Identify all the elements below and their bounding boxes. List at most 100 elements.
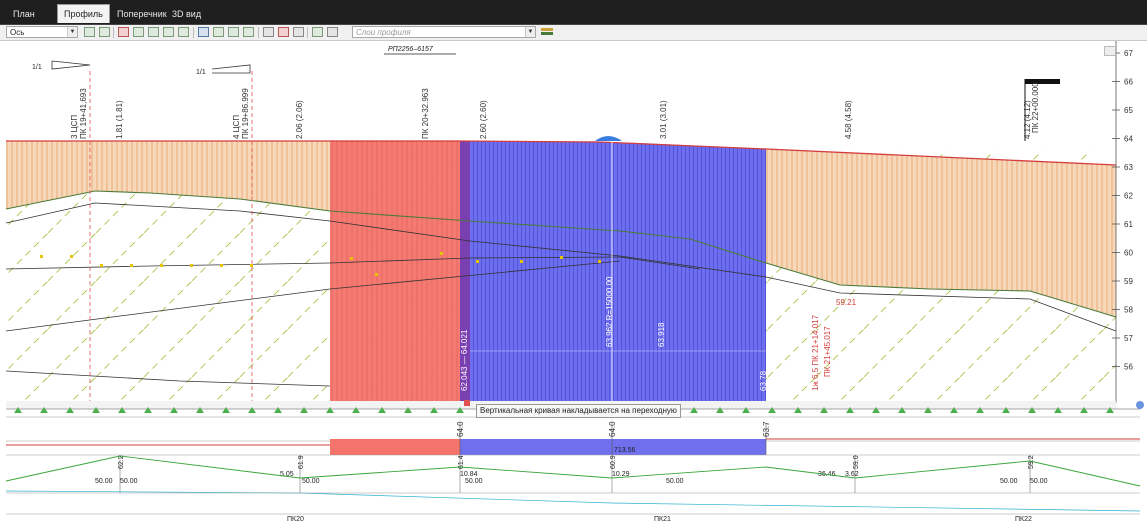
transition-marker [66, 407, 74, 413]
edit-grade-icon[interactable] [133, 27, 144, 37]
layer-boundary-4 [5, 370, 331, 387]
label-pk-3csp: ПК 19+41,693 [79, 88, 88, 139]
import-icon[interactable] [228, 27, 239, 37]
transition-marker [768, 407, 776, 413]
vertical-curve-icon[interactable] [148, 27, 159, 37]
vc-start-label: 62.043 — 64.021 [460, 329, 469, 391]
elevation-value: 59.2 [1028, 455, 1035, 469]
grade-line-icon[interactable] [163, 27, 174, 37]
transition-marker [1002, 407, 1010, 413]
elevation-tick-label: 57 [1124, 334, 1133, 343]
slope-zigzag [5, 455, 1141, 487]
elevation-tick-label: 61 [1124, 220, 1133, 229]
transition-marker [222, 407, 230, 413]
label-pk-22: ПК 22+00.000 [1031, 82, 1040, 133]
tab-3d-view[interactable]: 3D вид [172, 9, 202, 19]
depth-label-2: 2.06 (2.06) [295, 100, 304, 139]
elevation-value: 59.0 [853, 455, 860, 469]
embankment-fill-left [6, 141, 330, 211]
slope-value: 10.29 [612, 471, 630, 478]
transition-marker [1028, 407, 1036, 413]
toolbar-divider [258, 27, 259, 38]
transition-marker [300, 407, 308, 413]
label-3csp: 3 ЦСП [70, 115, 79, 139]
tab-plan[interactable]: План [13, 9, 35, 19]
profile-edit-icon[interactable] [178, 27, 189, 37]
transition-marker [430, 407, 438, 413]
axis-select[interactable]: Ось ▼ [6, 26, 78, 38]
print-icon[interactable] [327, 27, 338, 37]
elevation-tick-label: 59 [1124, 277, 1133, 286]
tab-profile[interactable]: Профиль [57, 4, 110, 23]
point-elevation-label: 59.21 [836, 298, 857, 307]
transition-marker [274, 407, 282, 413]
vc-mark-1: 64.0 [456, 421, 465, 437]
layers-manager-icon[interactable] [541, 27, 553, 38]
red-zone[interactable] [330, 141, 460, 401]
transition-marker [170, 407, 178, 413]
slope-value: 50.00 [1000, 478, 1018, 485]
transition-marker [690, 407, 698, 413]
elevation-tick-label: 60 [1124, 249, 1133, 258]
slope-value: 10.84 [460, 471, 478, 478]
settings-icon[interactable] [312, 27, 323, 37]
elevation-value: 61.4 [458, 455, 465, 469]
export-icon[interactable] [213, 27, 224, 37]
delete-point-icon[interactable] [118, 27, 129, 37]
profile-canvas[interactable]: 1/1 1/1 РП2256–6157 3 ЦСП ПК 19+41,693 4… [0, 41, 1147, 525]
zoom-extents-icon[interactable] [293, 27, 304, 37]
info-icon[interactable] [1136, 401, 1144, 409]
slope-value: 50.00 [1030, 478, 1048, 485]
transition-marker [144, 407, 152, 413]
blue-zone[interactable] [470, 141, 766, 401]
transition-pk-label: ПК 21+45.017 [823, 326, 832, 377]
transition-marker [1054, 407, 1062, 413]
transition-marker [846, 407, 854, 413]
curvature-line [5, 490, 1141, 512]
purple-zone[interactable] [460, 141, 470, 401]
transition-marker [924, 407, 932, 413]
layers-placeholder: Слои профиля [356, 28, 411, 37]
insert-point-icon[interactable] [84, 27, 95, 37]
marker-icon[interactable] [278, 27, 289, 37]
elevation-tick-label: 67 [1124, 49, 1133, 58]
transition-marker [118, 407, 126, 413]
elevation-tick-label: 63 [1124, 163, 1133, 172]
vertical-curve-marker[interactable] [595, 136, 622, 141]
depth-label-3: 2.60 (2.60) [479, 100, 488, 139]
slope-value: 3.62 [845, 471, 859, 478]
existing-ground-line [5, 190, 1117, 318]
elevation-value: 61.9 [298, 455, 305, 469]
vc-length-value: 713.56 [614, 447, 636, 454]
slope-sign-right: 1/1 [196, 64, 251, 76]
transition-marker [794, 407, 802, 413]
profile-title: РП2256–6157 [388, 46, 434, 53]
band-red-zone [330, 439, 460, 455]
zoom-button[interactable] [1104, 46, 1116, 56]
station-pk20: ПК20 [287, 516, 304, 523]
transition-marker [14, 407, 22, 413]
layer-icon[interactable] [243, 27, 254, 37]
tab-cross-section[interactable]: Поперечник [117, 9, 167, 19]
axis-select-value: Ось [10, 28, 25, 37]
transition-marker [1106, 407, 1114, 413]
label-pk-20: ПК 20+32.963 [421, 88, 430, 139]
vc-mark-2: 64.0 [608, 421, 617, 437]
measure-icon[interactable] [263, 27, 274, 37]
elevation-tick-label: 64 [1124, 135, 1133, 144]
toolbar-divider [307, 27, 308, 38]
table-icon[interactable] [198, 27, 209, 37]
transition-marker [92, 407, 100, 413]
chevron-down-icon[interactable]: ▼ [525, 27, 535, 37]
insert-segment-icon[interactable] [99, 27, 110, 37]
chevron-down-icon[interactable]: ▼ [67, 27, 77, 37]
end-flag-icon [1024, 79, 1060, 141]
design-grade-line[interactable] [6, 140, 1117, 166]
warning-marker-icon[interactable] [464, 400, 470, 406]
elevation-tick-label: 62 [1124, 192, 1133, 201]
layer-boundary-1 [5, 202, 1117, 332]
toolbar-divider [193, 27, 194, 38]
depth-label-1: 1.81 (1.81) [115, 100, 124, 139]
profile-layers-select[interactable]: Слои профиля ▼ [352, 26, 536, 38]
transition-marker [196, 407, 204, 413]
